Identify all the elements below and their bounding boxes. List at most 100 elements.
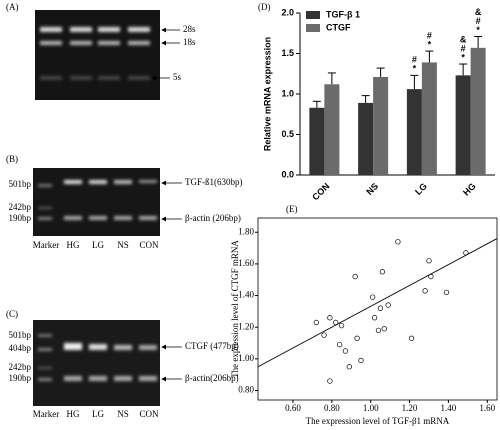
point bbox=[379, 269, 386, 275]
significance-mark: # bbox=[461, 43, 466, 53]
size-label: 190bp bbox=[9, 213, 32, 223]
panel-label: (E) bbox=[286, 204, 298, 214]
point bbox=[428, 273, 434, 280]
point bbox=[327, 315, 333, 321]
significance-mark: & bbox=[460, 34, 467, 44]
point bbox=[321, 332, 327, 338]
gel-c bbox=[33, 320, 160, 406]
x-tick-label: 1.00 bbox=[363, 403, 379, 413]
y-axis-label: The expression level of CTGF mRNA bbox=[230, 240, 240, 378]
y-tick-label: 1.40 bbox=[238, 290, 254, 300]
legend-swatch bbox=[306, 24, 320, 32]
significance-mark: * bbox=[476, 25, 480, 35]
bar bbox=[470, 47, 486, 175]
significance-mark: * bbox=[428, 39, 432, 49]
band-label: 28s bbox=[183, 24, 196, 34]
x-tick-label: HG bbox=[461, 181, 478, 198]
x-tick-label: 1.20 bbox=[402, 403, 418, 413]
band-label: β-actin (206bp) bbox=[185, 213, 241, 223]
trendline bbox=[257, 238, 498, 368]
bar bbox=[324, 84, 340, 175]
y-tick-label: 1.60 bbox=[238, 258, 254, 268]
x-tick-label: 0.60 bbox=[285, 403, 301, 413]
panel-label: (A) bbox=[6, 2, 19, 12]
point bbox=[381, 326, 387, 332]
x-tick-label: 1.60 bbox=[479, 403, 495, 413]
panel-label: (B) bbox=[6, 154, 18, 164]
y-tick-label: 0.0 bbox=[281, 169, 294, 179]
point bbox=[375, 327, 382, 334]
significance-mark: & bbox=[475, 7, 482, 17]
lane-label: Marker bbox=[33, 409, 60, 419]
point bbox=[313, 319, 319, 326]
point bbox=[408, 335, 415, 341]
lane-label: NS bbox=[117, 240, 129, 250]
bar bbox=[406, 89, 422, 175]
lane-label: HG bbox=[67, 240, 80, 250]
y-tick-label: 0.5 bbox=[281, 129, 294, 139]
lane-label: LG bbox=[92, 409, 104, 419]
point bbox=[395, 239, 401, 245]
legend-label: CTGF bbox=[326, 22, 351, 32]
y-tick-label: 2.0 bbox=[281, 7, 294, 17]
point bbox=[371, 315, 378, 321]
significance-mark: # bbox=[412, 55, 417, 65]
x-tick-label: NS bbox=[364, 181, 380, 197]
y-axis-label: Relative mRNA expression bbox=[262, 37, 272, 151]
bar bbox=[421, 62, 437, 175]
band-label: 5s bbox=[173, 72, 182, 82]
gel-b bbox=[33, 168, 160, 236]
x-tick-label: CON bbox=[310, 181, 331, 202]
panel-label: (D) bbox=[258, 2, 271, 12]
y-tick-label: 1.80 bbox=[238, 226, 254, 236]
legend-swatch bbox=[306, 11, 320, 19]
point bbox=[354, 335, 360, 341]
point bbox=[385, 302, 391, 308]
bar bbox=[358, 102, 374, 175]
significance-mark: # bbox=[427, 30, 432, 40]
x-tick-label: 0.80 bbox=[324, 403, 340, 413]
bar bbox=[455, 75, 471, 175]
point bbox=[338, 322, 345, 329]
point bbox=[352, 273, 358, 280]
panel-label: (C) bbox=[6, 309, 18, 319]
lane-label: LG bbox=[92, 240, 104, 250]
lane-label: Marker bbox=[33, 240, 60, 250]
significance-mark: # bbox=[476, 16, 481, 26]
size-label: 190bp bbox=[9, 373, 32, 383]
point bbox=[342, 348, 349, 354]
bar bbox=[373, 76, 389, 175]
size-label: 242bp bbox=[9, 362, 32, 372]
x-tick-label: 1.40 bbox=[441, 403, 457, 413]
x-tick-label: LG bbox=[413, 181, 429, 197]
band-label: β-actin(206bp) bbox=[185, 373, 239, 383]
point bbox=[426, 258, 432, 264]
bar bbox=[309, 107, 325, 175]
point bbox=[422, 288, 428, 294]
y-tick-label: 1.5 bbox=[281, 48, 294, 58]
size-label: 242bp bbox=[9, 202, 32, 212]
band-label: TGF-ß1(630bp) bbox=[185, 177, 243, 187]
y-tick-label: 0.80 bbox=[238, 385, 254, 395]
plot-frame bbox=[257, 217, 498, 401]
lane-label: CON bbox=[139, 409, 159, 419]
band-label: 18s bbox=[183, 37, 196, 47]
lane-label: HG bbox=[67, 409, 80, 419]
point bbox=[358, 357, 364, 364]
point bbox=[346, 364, 352, 370]
significance-mark: * bbox=[461, 52, 465, 62]
band-label: CTGF (477bp) bbox=[185, 341, 239, 351]
point bbox=[463, 250, 469, 256]
point bbox=[327, 378, 333, 384]
point bbox=[377, 305, 384, 311]
gel-a bbox=[35, 10, 160, 100]
y-tick-label: 1.0 bbox=[281, 88, 294, 98]
legend-label: TGF-β 1 bbox=[326, 9, 360, 19]
point bbox=[443, 289, 450, 296]
lane-label: NS bbox=[117, 409, 129, 419]
lane-label: CON bbox=[139, 240, 159, 250]
y-tick-label: 1.00 bbox=[238, 353, 254, 363]
size-label: 404bp bbox=[9, 343, 32, 353]
size-label: 501bp bbox=[9, 179, 32, 189]
